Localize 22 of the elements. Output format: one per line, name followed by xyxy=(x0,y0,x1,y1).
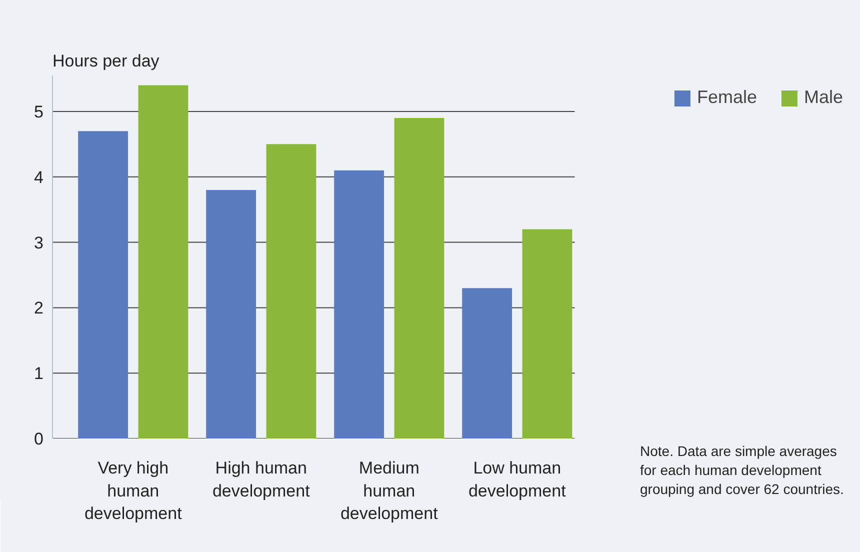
legend-label: Male xyxy=(804,87,843,108)
y-tick-label: 3 xyxy=(34,233,44,252)
y-tick-label: 2 xyxy=(34,298,44,318)
legend-label: Female xyxy=(696,87,757,108)
bar xyxy=(522,229,572,438)
bar xyxy=(462,288,512,438)
bar xyxy=(334,170,384,438)
y-tick-label: 1 xyxy=(34,364,44,384)
x-tick-label: Medium human development xyxy=(340,458,438,524)
x-tick-label: High human development xyxy=(212,458,310,500)
bar xyxy=(206,190,256,438)
y-tick-label: 4 xyxy=(34,168,44,187)
bar xyxy=(394,118,444,438)
y-axis-title: Hours per day xyxy=(52,52,160,70)
bar xyxy=(266,144,316,438)
y-tick-label: 5 xyxy=(34,102,44,122)
x-tick-label: Very high human development xyxy=(84,458,182,524)
bar xyxy=(78,131,128,438)
x-tick-label: Low human development xyxy=(468,458,566,500)
text: Note. Data are simple averages for each human development grouping and cover 62 countries. xyxy=(640,442,845,499)
y-tick-label: 0 xyxy=(34,430,44,448)
bar xyxy=(138,85,188,438)
